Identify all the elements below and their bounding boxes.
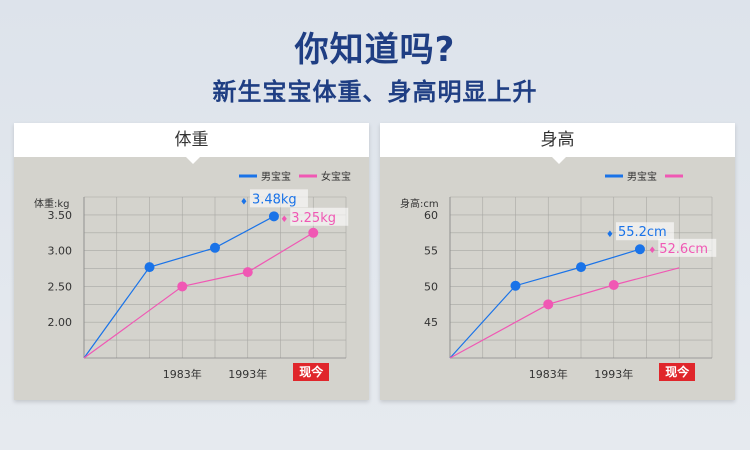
y-tick-label: 3.50 (48, 209, 73, 222)
data-point-1-1 (242, 267, 253, 278)
x-tick-label: 1993年 (228, 367, 267, 381)
boy-final-value: 55.2cm (618, 225, 667, 240)
height-panel-notch (552, 157, 566, 164)
y-tick-label: 2.00 (48, 316, 73, 329)
data-point-1-0 (177, 281, 188, 292)
girl-final-value: 3.25kg (291, 211, 336, 226)
height-panel-title: 身高 (380, 123, 735, 157)
boy-value-marker: ♦ (240, 197, 248, 207)
data-point-1-0 (543, 299, 554, 310)
girl-value-marker: ♦ (648, 246, 656, 256)
x-tick-label: 1983年 (529, 367, 568, 381)
series-line-0 (83, 215, 275, 359)
data-point-0-0 (144, 262, 155, 273)
weight-panel-notch (186, 157, 200, 164)
height-now-badge: 现今 (659, 363, 696, 381)
data-point-1-1 (608, 280, 619, 291)
y-tick-label: 55 (424, 245, 438, 258)
data-point-0-1 (210, 242, 220, 253)
data-point-1-2 (308, 227, 319, 238)
y-axis-label: 身高:cm (400, 197, 439, 210)
girl-value-marker: ♦ (280, 215, 288, 225)
girl-value-bg (290, 207, 349, 226)
data-point-0-1 (576, 262, 586, 273)
weight-now-badge: 现今 (293, 363, 330, 381)
girl-final-value: 52.6cm (659, 242, 708, 257)
data-point-0-2 (634, 244, 645, 255)
boy-value-bg (249, 189, 308, 208)
legend-boy-label: 男宝宝 (627, 170, 657, 183)
series-line-1 (83, 232, 314, 359)
y-tick-label: 60 (424, 209, 438, 222)
y-axis-label: 体重:kg (34, 197, 70, 210)
y-tick-label: 2.50 (48, 280, 73, 293)
weight-panel: 体重 体重:kg 2.00 2.50 3.00 3.50 1983年 1993年 ♦ 3.48k… (14, 123, 369, 400)
y-tick-label: 45 (424, 316, 438, 329)
series-line-0 (449, 248, 641, 359)
boy-value-marker: ♦ (606, 230, 614, 240)
y-tick-label: 3.00 (48, 245, 73, 258)
girl-value-bg (658, 238, 717, 257)
page-subtitle: 新生宝宝体重、身高明显上升 (212, 78, 538, 106)
x-tick-label: 1983年 (163, 367, 202, 381)
y-tick-label: 50 (424, 280, 438, 293)
boy-value-bg (615, 222, 674, 241)
series-line-1 (449, 267, 680, 359)
legend-boy-label: 男宝宝 (261, 170, 291, 183)
x-tick-label: 1993年 (594, 367, 633, 381)
height-panel: 身高 身高:cm 45 50 55 60 1983年 1993年 ♦ 55.2cm ♦ 52.6cm… (380, 123, 735, 400)
weight-panel-title: 体重 (14, 123, 369, 157)
boy-final-value: 3.48kg (252, 192, 297, 207)
data-point-0-0 (510, 280, 521, 291)
legend-girl-label: 女宝宝 (321, 170, 351, 183)
page-title: 你知道吗? (294, 30, 456, 70)
data-point-0-2 (268, 211, 279, 222)
